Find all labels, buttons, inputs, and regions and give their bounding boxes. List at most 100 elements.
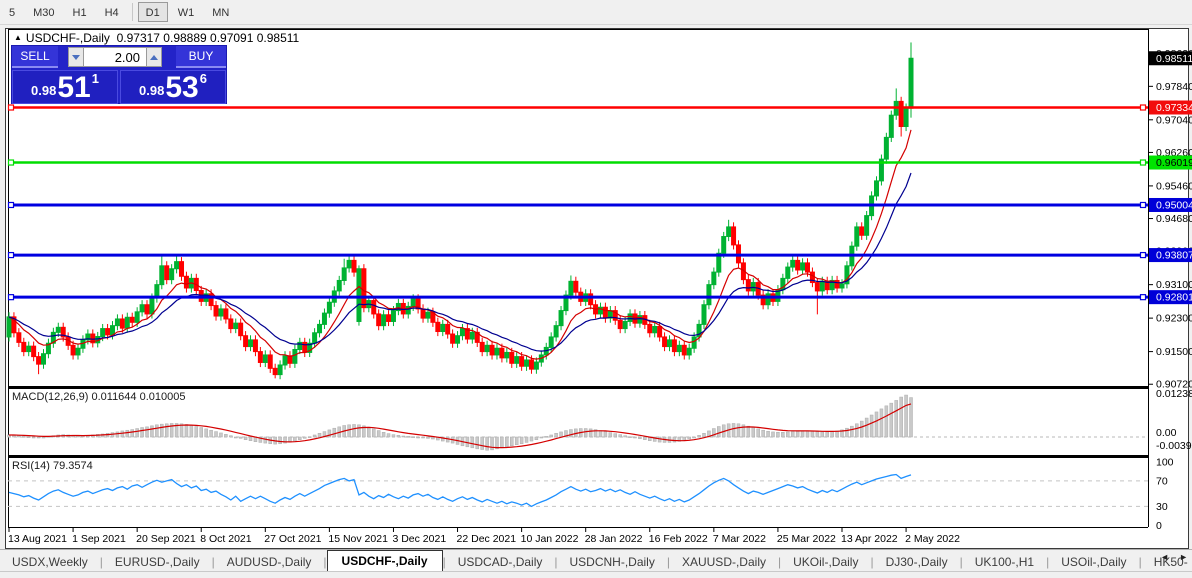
- candle: [760, 294, 766, 306]
- volume-increase-button[interactable]: [146, 47, 162, 67]
- tab-separator: |: [99, 555, 103, 569]
- candle: [277, 364, 283, 376]
- scroll-left-icon[interactable]: ◄: [1160, 552, 1170, 562]
- rsi-scale-label: 0: [1156, 520, 1162, 532]
- candle: [524, 359, 530, 367]
- candle: [174, 261, 180, 270]
- arrow-down-icon: [72, 54, 80, 60]
- price-badge: [1149, 155, 1192, 170]
- hline-anchor[interactable]: [1139, 159, 1147, 166]
- ohlc-values: 0.97317 0.98889 0.97091 0.98511: [116, 31, 300, 45]
- buy-price-point: 6: [199, 71, 207, 86]
- hline-anchor[interactable]: [1139, 251, 1147, 259]
- candle: [721, 236, 727, 254]
- date-label: 8 Oct 2021: [200, 533, 252, 545]
- candle: [336, 279, 342, 292]
- hline-anchor[interactable]: [7, 201, 15, 209]
- arrow-up-icon: [150, 54, 158, 60]
- buy-price-panel[interactable]: 0.98 53 6: [120, 70, 226, 104]
- sell-price-panel[interactable]: 0.98 51 1: [12, 70, 118, 104]
- chart-tab-usdchf-daily[interactable]: USDCHF-,Daily: [326, 550, 443, 572]
- price-badge-label: 0.98511: [1156, 53, 1192, 65]
- candle: [425, 311, 431, 319]
- candle: [528, 359, 534, 370]
- candle: [105, 328, 111, 336]
- candle: [588, 293, 594, 306]
- chart-tab-usdx-weekly[interactable]: USDX,Weekly: [12, 555, 88, 569]
- volume-decrease-button[interactable]: [68, 47, 84, 67]
- candle: [55, 326, 61, 333]
- candle: [124, 316, 130, 329]
- hline-anchor[interactable]: [1139, 294, 1147, 301]
- hline-anchor[interactable]: [7, 159, 15, 166]
- hline-anchor[interactable]: [7, 251, 15, 259]
- candle: [854, 226, 860, 247]
- candle: [795, 259, 801, 271]
- candle: [149, 297, 155, 315]
- candle: [666, 339, 672, 348]
- candle: [257, 351, 263, 363]
- volume-input[interactable]: [84, 47, 146, 67]
- candle: [726, 226, 732, 238]
- chart-tab-uk100-h1[interactable]: UK100-,H1: [974, 555, 1035, 569]
- candle: [800, 262, 806, 271]
- candle: [790, 259, 796, 268]
- timeframe-button-h1[interactable]: H1: [65, 2, 95, 22]
- timeframe-button-m30[interactable]: M30: [25, 2, 62, 22]
- candle: [228, 318, 234, 330]
- chart-tab-ukoil-daily[interactable]: UKOil-,Daily: [793, 555, 859, 569]
- chart-tab-audusd-daily[interactable]: AUDUSD-,Daily: [226, 555, 312, 569]
- tab-separator: |: [1046, 555, 1050, 569]
- chart-tab-usdcnh-daily[interactable]: USDCNH-,Daily: [569, 555, 655, 569]
- price-tick-label: 0.94680: [1156, 213, 1192, 225]
- candle: [26, 345, 32, 353]
- candle: [834, 279, 840, 289]
- buy-price-pips: 53: [165, 71, 199, 104]
- chart-tab-usdcad-daily[interactable]: USDCAD-,Daily: [457, 555, 543, 569]
- scroll-right-icon[interactable]: ►: [1179, 552, 1188, 562]
- hline-anchor[interactable]: [7, 294, 15, 301]
- chart-tab-hk50[interactable]: HK50-: [1153, 555, 1188, 569]
- candle: [144, 304, 150, 315]
- hline-anchor[interactable]: [7, 104, 15, 111]
- price-badge-label: 0.93807: [1156, 250, 1192, 262]
- tab-separator: |: [666, 555, 670, 569]
- candle: [45, 342, 51, 355]
- date-label: 13 Aug 2021: [8, 533, 67, 545]
- buy-button[interactable]: BUY: [176, 46, 226, 68]
- timeframe-button-w1[interactable]: W1: [170, 2, 203, 22]
- candle: [302, 341, 308, 353]
- candle: [597, 306, 603, 315]
- toolbar-separator: [131, 3, 133, 21]
- candle: [652, 325, 658, 334]
- timeframe-button-h4[interactable]: H4: [97, 2, 127, 22]
- chart-tab-dj30-daily[interactable]: DJ30-,Daily: [885, 555, 948, 569]
- candle: [272, 367, 278, 376]
- tab-separator: |: [211, 555, 215, 569]
- candle: [469, 331, 475, 340]
- candle: [267, 354, 273, 369]
- candle: [504, 351, 510, 359]
- candle: [696, 323, 702, 338]
- tab-separator: |: [554, 555, 558, 569]
- candle: [440, 323, 446, 333]
- chart-tab-xauusd-daily[interactable]: XAUUSD-,Daily: [681, 555, 766, 569]
- sell-button[interactable]: SELL: [12, 46, 58, 68]
- rsi-scale-label: 100: [1156, 456, 1174, 468]
- price-badge: [1149, 100, 1192, 115]
- chart-tab-usoil-daily[interactable]: USOil-,Daily: [1061, 555, 1127, 569]
- timeframe-button-mn[interactable]: MN: [204, 2, 237, 22]
- candle: [371, 300, 377, 315]
- price-badge: [1149, 290, 1192, 305]
- collapse-arrow-icon[interactable]: ▲: [14, 33, 22, 42]
- timeframe-button-5[interactable]: 5: [1, 2, 23, 22]
- hline-anchor[interactable]: [1139, 104, 1147, 111]
- hline-anchor[interactable]: [1139, 201, 1147, 209]
- candle: [785, 266, 791, 279]
- chart-tab-eurusd-daily[interactable]: EURUSD-,Daily: [114, 555, 200, 569]
- candle: [321, 312, 327, 325]
- price-tick-label: 0.92300: [1156, 313, 1192, 325]
- chart-tab-bar: USDX,Weekly | EURUSD-,Daily | AUDUSD-,Daily |…: [0, 549, 1192, 572]
- timeframe-button-d1[interactable]: D1: [137, 2, 168, 22]
